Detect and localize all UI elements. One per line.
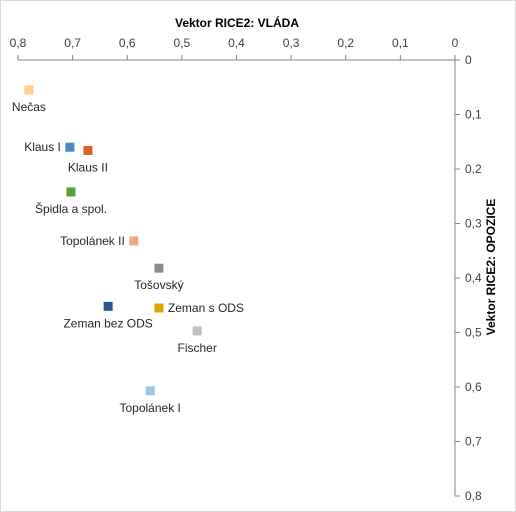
x-tick-label: 0,2: [337, 36, 354, 50]
data-point: [66, 187, 76, 197]
tick-labels: 0,8 0,7 0,6 0,5 0,4 0,3 0,2 0,1 00 0,1 0,2 0,3 0,4 0,…: [10, 36, 482, 503]
data-label: Zeman bez ODS: [63, 316, 152, 330]
x-tick-label: 0,3: [283, 36, 300, 50]
x-tick-label: 0,7: [64, 36, 81, 50]
x-tick-label: 0,4: [228, 36, 245, 50]
x-tick-label: 0: [452, 36, 459, 50]
y-tick-label: 0,6: [465, 380, 482, 394]
x-tick-label: 0,6: [119, 36, 136, 50]
data-label: Fischer: [177, 341, 216, 355]
y-axis-title: Vektor RICE2: OPOZICE: [484, 199, 498, 336]
data-label: Topolánek I: [119, 401, 180, 415]
axes: [17, 55, 460, 497]
x-tick-label: 0,8: [10, 36, 27, 50]
y-tick-label: 0,7: [465, 435, 482, 449]
y-tick-label: 0,8: [465, 489, 482, 503]
x-axis-title: Vektor RICE2: VLÁDA: [175, 15, 299, 30]
data-label: Klaus I: [24, 140, 61, 154]
data-point: [145, 386, 155, 396]
data-label: Špidla a spol.: [35, 201, 107, 216]
y-tick-label: 0,2: [465, 162, 482, 176]
data-labels: Nečas Klaus I Klaus II Špidla a spol. Topolá…: [12, 100, 244, 415]
data-label: Tošovský: [134, 278, 183, 292]
y-tick-label: 0: [465, 53, 472, 67]
data-point: [154, 263, 164, 273]
data-label: Zeman s ODS: [168, 301, 244, 315]
y-tick-label: 0,5: [465, 326, 482, 340]
data-points: [24, 85, 202, 396]
data-point: [103, 301, 113, 311]
y-tick-label: 0,1: [465, 108, 482, 122]
data-point: [24, 85, 34, 95]
x-tick-label: 0,1: [392, 36, 409, 50]
x-tick-label: 0,5: [174, 36, 191, 50]
data-point: [65, 142, 75, 152]
data-label: Klaus II: [68, 160, 108, 174]
y-tick-label: 0,4: [465, 271, 482, 285]
y-tick-label: 0,3: [465, 217, 482, 231]
data-point: [154, 303, 164, 313]
data-label: Nečas: [12, 100, 46, 114]
data-label: Topolánek II: [60, 234, 125, 248]
data-point: [83, 145, 93, 155]
data-point: [129, 236, 139, 246]
data-point: [192, 326, 202, 336]
